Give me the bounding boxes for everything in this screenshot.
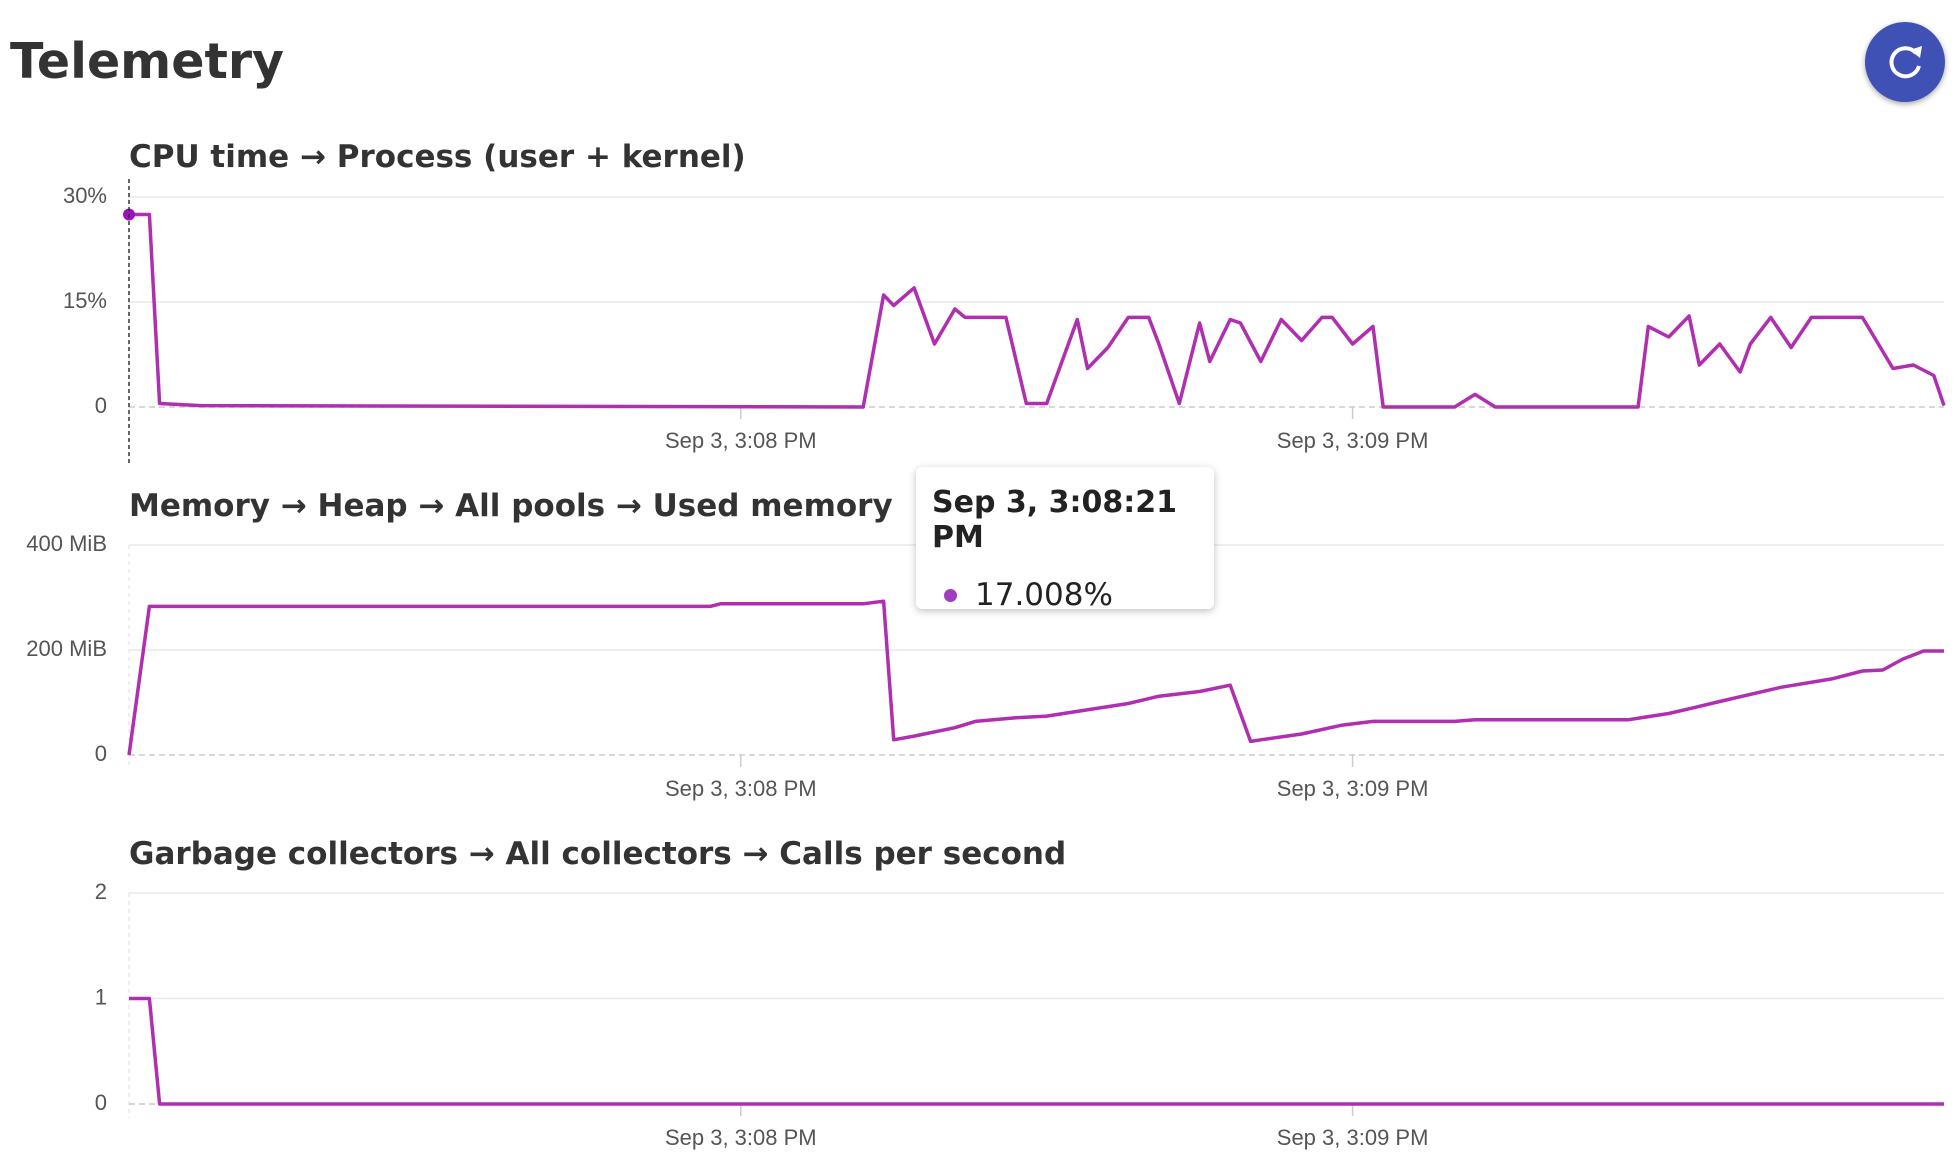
tooltip: Sep 3, 3:08:21 PM 17.008% (916, 467, 1214, 613)
y-tick-label: 0 (95, 741, 107, 766)
tooltip-value: 17.008% (975, 577, 1113, 613)
tooltip-dot (944, 588, 957, 602)
refresh-icon[interactable] (1889, 46, 1921, 79)
tooltip-title: Sep 3, 3:08:21 PM (932, 485, 1177, 555)
chart-title: CPU time → Process (user + kernel) (129, 139, 746, 175)
chart-title: Memory → Heap → All pools → Used memory (129, 488, 893, 524)
y-tick-label: 0 (95, 1090, 107, 1115)
series-line (129, 212, 1946, 409)
tooltip-row: 17.008% (932, 577, 1198, 613)
y-tick-label: 200 MiB (26, 636, 107, 661)
x-tick-label: Sep 3, 3:09 PM (1277, 428, 1429, 453)
x-tick-label: Sep 3, 3:09 PM (1277, 1125, 1429, 1150)
y-tick-label: 15% (63, 288, 107, 313)
y-tick-label: 1 (95, 984, 107, 1009)
x-tick-label: Sep 3, 3:08 PM (665, 776, 817, 801)
x-tick-label: Sep 3, 3:08 PM (665, 1125, 817, 1150)
refresh-button[interactable] (1865, 22, 1945, 102)
chart-title: Garbage collectors → All collectors → Ca… (129, 836, 1066, 872)
y-tick-label: 30% (63, 183, 107, 208)
page-title: Telemetry (10, 33, 284, 90)
refresh-icon-arrow[interactable] (1910, 46, 1922, 58)
series-line (129, 996, 1944, 1106)
x-tick-label: Sep 3, 3:08 PM (665, 428, 817, 453)
series-line (127, 599, 1944, 756)
x-tick-label: Sep 3, 3:09 PM (1277, 776, 1429, 801)
y-tick-label: 0 (95, 393, 107, 418)
y-tick-label: 400 MiB (26, 531, 107, 556)
refresh-button-bg[interactable] (1865, 22, 1945, 102)
y-tick-label: 2 (95, 879, 107, 904)
